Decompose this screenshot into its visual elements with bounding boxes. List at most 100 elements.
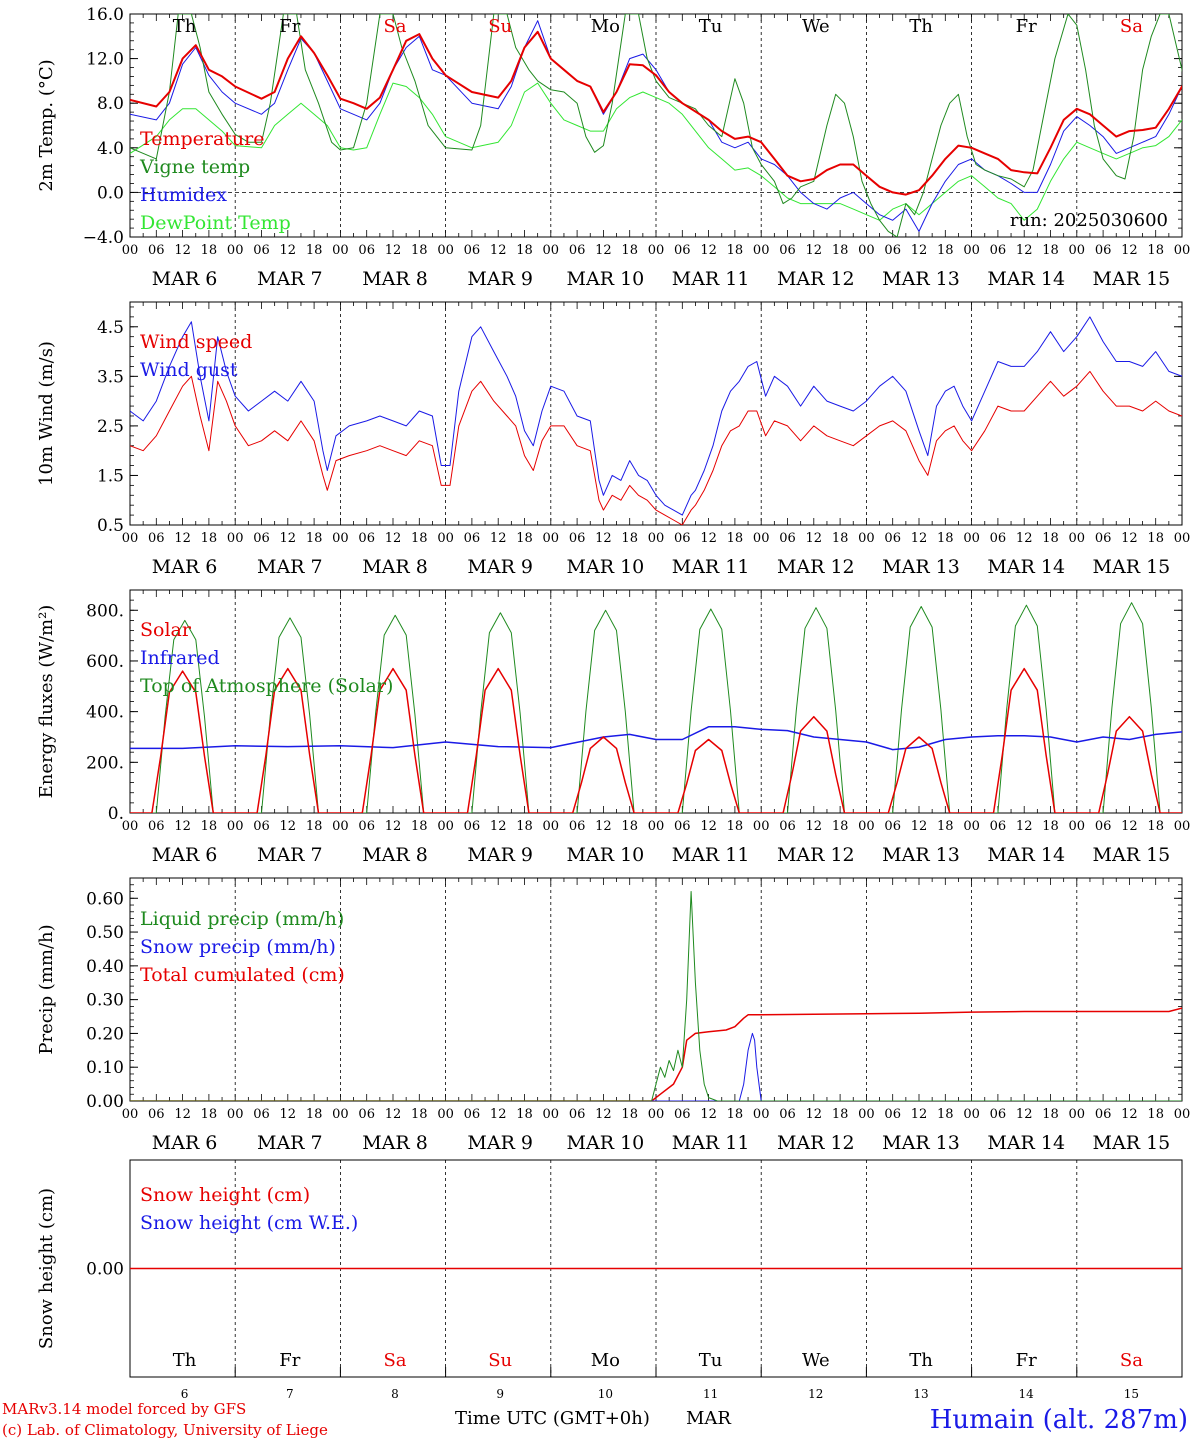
hour-label: 00 — [1174, 531, 1191, 546]
date-label: MAR 15 — [1093, 268, 1171, 290]
hour-label: 18 — [727, 819, 744, 834]
hour-label: 18 — [832, 531, 849, 546]
hour-label: 00 — [227, 243, 244, 258]
legend-entry: Total cumulated (cm) — [140, 964, 345, 986]
y-axis-label: Precip (mm/h) — [36, 924, 57, 1054]
hour-label: 18 — [1147, 243, 1164, 258]
hour-label: 12 — [911, 819, 928, 834]
hour-label: 18 — [306, 243, 323, 258]
hour-label: 12 — [806, 243, 823, 258]
date-label: MAR 13 — [882, 844, 960, 866]
series-solar — [130, 667, 1182, 813]
y-tick-label: 600. — [86, 652, 124, 672]
hour-label: 12 — [1016, 819, 1033, 834]
hour-label: 06 — [569, 531, 586, 546]
hour-label: 12 — [280, 819, 297, 834]
day-name-label: We — [802, 1350, 830, 1371]
day-number-label: 14 — [1019, 1387, 1035, 1401]
day-name-label: Su — [488, 1350, 512, 1371]
hour-label: 06 — [253, 243, 270, 258]
hour-label: 12 — [280, 531, 297, 546]
hour-label: 00 — [963, 819, 980, 834]
legend-entry: Snow height (cm) — [140, 1184, 310, 1206]
hour-label: 06 — [990, 819, 1007, 834]
y-tick-label: 0.30 — [86, 991, 124, 1011]
hour-label: 12 — [700, 1107, 717, 1122]
hour-label: 00 — [332, 1107, 349, 1122]
date-label: MAR 12 — [777, 268, 855, 290]
day-name-label: Fr — [279, 16, 300, 37]
y-tick-label: 0.5 — [97, 516, 124, 536]
day-name-label: Tu — [699, 1350, 723, 1371]
date-label: MAR 8 — [362, 1132, 428, 1154]
hour-label: 00 — [543, 1107, 560, 1122]
hour-label: 12 — [385, 243, 402, 258]
date-label: MAR 10 — [567, 844, 645, 866]
date-label: MAR 11 — [672, 1132, 750, 1154]
y-tick-label: 0. — [108, 804, 124, 824]
hour-label: 12 — [490, 1107, 507, 1122]
hour-label: 18 — [937, 819, 954, 834]
day-number-label: 6 — [181, 1387, 189, 1401]
hour-label: 00 — [1069, 243, 1086, 258]
date-label: MAR 10 — [567, 1132, 645, 1154]
legend-entry: Wind speed — [140, 331, 252, 353]
date-label: MAR 12 — [777, 1132, 855, 1154]
y-tick-label: 12.0 — [86, 50, 124, 70]
hour-label: 18 — [516, 819, 533, 834]
y-tick-label: 8.0 — [97, 94, 124, 114]
hour-label: 12 — [490, 531, 507, 546]
hour-label: 18 — [832, 819, 849, 834]
hour-label: 18 — [516, 243, 533, 258]
hour-label: 06 — [358, 819, 375, 834]
y-tick-label: 0.00 — [86, 1092, 124, 1112]
panel-frame — [129, 13, 1183, 238]
hour-label: 00 — [1174, 243, 1191, 258]
hour-label: 00 — [543, 243, 560, 258]
hour-label: 06 — [464, 243, 481, 258]
hour-label: 00 — [437, 1107, 454, 1122]
hour-label: 06 — [358, 243, 375, 258]
hour-label: 12 — [1121, 1107, 1138, 1122]
hour-label: 18 — [201, 531, 218, 546]
day-name-label: We — [802, 16, 830, 37]
hour-label: 00 — [1069, 1107, 1086, 1122]
day-name-label: Th — [909, 1350, 933, 1371]
hour-label: 06 — [464, 531, 481, 546]
hour-label: 12 — [1016, 531, 1033, 546]
date-label: MAR 9 — [467, 268, 533, 290]
hour-label: 12 — [1121, 243, 1138, 258]
day-number-label: 7 — [286, 1387, 294, 1401]
hour-label: 12 — [174, 243, 191, 258]
date-label: MAR 15 — [1093, 556, 1171, 578]
hour-label: 00 — [1069, 531, 1086, 546]
day-number-label: 10 — [598, 1387, 613, 1401]
hour-label: 00 — [648, 819, 665, 834]
hour-label: 18 — [621, 243, 638, 258]
legend-entry: Solar — [140, 619, 192, 641]
series-group — [130, 891, 1182, 1101]
hour-label: 18 — [937, 1107, 954, 1122]
date-label: MAR 7 — [257, 268, 323, 290]
day-name-label: Th — [909, 16, 933, 37]
day-name-label: Sa — [383, 16, 406, 37]
date-label: MAR 8 — [362, 556, 428, 578]
hour-label: 06 — [148, 531, 165, 546]
y-axis-label: Energy fluxes (W/m²) — [36, 605, 57, 799]
day-number-label: 8 — [391, 1387, 399, 1401]
date-label: MAR 6 — [152, 556, 218, 578]
hour-label: 00 — [122, 531, 139, 546]
hour-label: 06 — [253, 819, 270, 834]
legend-entry: Liquid precip (mm/h) — [140, 908, 344, 930]
hour-label: 00 — [963, 243, 980, 258]
day-name-label: Fr — [279, 1350, 300, 1371]
series-wind-gust — [130, 316, 1182, 516]
hour-label: 12 — [174, 531, 191, 546]
hour-label: 00 — [332, 531, 349, 546]
hour-label: 06 — [884, 531, 901, 546]
hour-label: 00 — [227, 531, 244, 546]
hour-label: 12 — [700, 243, 717, 258]
series-vigne-temp — [130, 14, 1182, 237]
hour-label: 06 — [990, 1107, 1007, 1122]
hour-label: 18 — [727, 243, 744, 258]
